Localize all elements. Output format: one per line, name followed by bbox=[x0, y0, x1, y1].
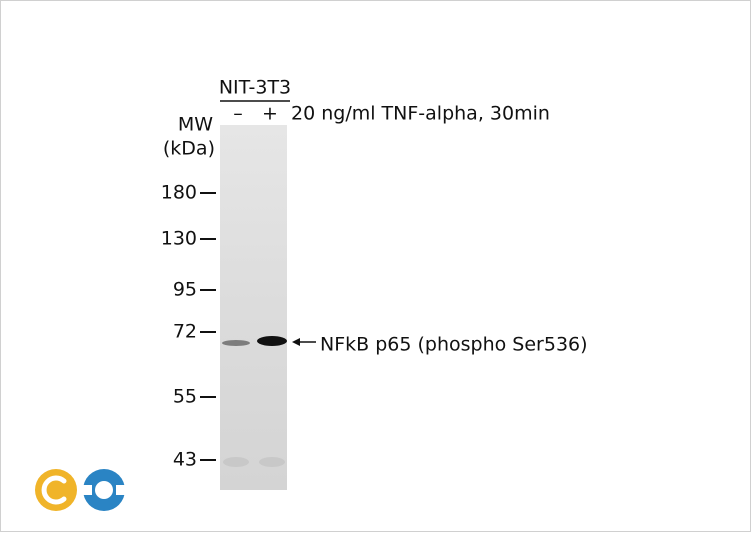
marker-label: 72 bbox=[173, 321, 197, 343]
smear-lane-2 bbox=[259, 457, 285, 467]
marker-label: 130 bbox=[161, 228, 197, 250]
mw-unit: (kDa) bbox=[163, 138, 215, 160]
smear-lane-1 bbox=[223, 457, 249, 467]
lane-label: – bbox=[233, 103, 243, 125]
band-lane-1 bbox=[222, 340, 250, 346]
marker-label: 55 bbox=[173, 386, 197, 408]
band-lane-2 bbox=[257, 336, 287, 346]
arrow-head bbox=[292, 338, 300, 346]
lane-label: + bbox=[262, 103, 278, 125]
marker-label: 180 bbox=[161, 182, 197, 204]
band-label: NFkB p65 (phospho Ser536) bbox=[320, 334, 588, 356]
mw-title: MW bbox=[178, 114, 213, 136]
cell-line: NIT-3T3 bbox=[219, 77, 291, 99]
marker-label: 43 bbox=[173, 449, 197, 471]
marker-label: 95 bbox=[173, 279, 197, 301]
treatment: 20 ng/ml TNF-alpha, 30min bbox=[291, 103, 550, 125]
blot bbox=[220, 125, 287, 490]
logo bbox=[35, 469, 126, 511]
ladder: 180 130 95 72 55 43 bbox=[161, 182, 216, 471]
